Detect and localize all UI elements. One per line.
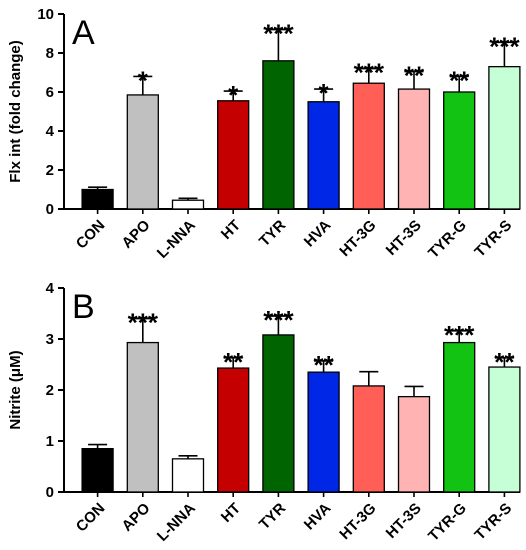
significance-marker: * [228,80,239,110]
bar-apo [126,94,159,210]
y-axis-title: Nitrite (μM) [7,350,24,429]
category-label: HT-3S [383,500,425,542]
category-label: HT [218,217,244,243]
bar-ht-3g [352,82,385,210]
significance-marker: *** [444,320,475,350]
category-label: HT-3G [336,217,379,260]
y-tick-label: 4 [46,280,55,297]
y-tick-label: 0 [46,201,54,218]
panel-label: B [72,288,95,326]
bar-l-nna [171,458,205,493]
significance-marker: *** [263,19,294,49]
significance-marker: *** [263,305,294,335]
panel-label: A [72,14,95,52]
bar-tyr [262,60,295,210]
significance-marker: *** [128,308,159,338]
bar-l-nna [171,199,205,210]
category-label: L-NNA [154,217,199,262]
significance-marker: ** [313,350,334,380]
bar-ht-3s [397,88,431,210]
category-label: TYR [256,500,289,533]
bar-tyr-g [443,341,476,493]
y-tick-label: 0 [46,484,54,501]
bar-tyr-g [443,91,476,210]
significance-marker: * [319,78,330,108]
y-tick-label: 3 [46,331,54,348]
bar-ht [217,367,250,493]
significance-marker: ** [449,65,470,95]
y-tick-label: 8 [46,45,54,62]
significance-marker: *** [489,31,520,61]
significance-marker: * [138,65,149,95]
bar-con [81,447,114,493]
category-label: APO [119,217,154,252]
y-axis-title: Flx int (fold change) [7,40,24,183]
bar-ht-3g [352,385,385,493]
category-label: HT [218,500,244,526]
significance-marker: *** [354,58,385,88]
category-label: TYR-G [425,217,470,262]
y-tick-label: 1 [46,433,54,450]
y-tick-label: 2 [46,382,54,399]
bar-con [81,188,114,210]
bar-ht-3s [397,395,431,493]
bar-apo [126,341,159,493]
category-label: CON [73,500,109,536]
panel-b-chart: B Nitrite (μM) 0 1 2 3 4 CON *** APO L-NNA ** HT *** T… [7,280,521,545]
category-label: HT-3S [383,217,425,259]
y-tick-label: 2 [46,162,54,179]
category-label: APO [119,500,154,535]
category-label: TYR-S [471,217,515,261]
bar-hva [307,371,340,493]
bar-hva [307,101,340,210]
category-label: TYR [256,217,289,250]
y-tick-label: 10 [37,6,54,23]
category-label: L-NNA [154,500,199,545]
bar-ht [217,100,250,210]
category-label: TYR-S [471,500,515,544]
significance-marker: ** [494,347,515,377]
bar-tyr [262,334,295,493]
y-tick-label: 4 [46,123,55,140]
panel-a-chart: A Flx int (fold change) 0 2 4 6 8 10 CON * APO L-NN… [7,6,521,262]
y-tick-label: 6 [46,84,54,101]
category-label: CON [73,217,109,253]
bar-tyr-s [488,66,521,210]
category-label: HVA [301,500,335,534]
significance-marker: ** [404,61,425,91]
significance-marker: ** [223,347,244,377]
bar-tyr-s [488,366,521,493]
category-label: HT-3G [336,500,379,543]
category-label: HVA [301,217,335,251]
category-label: TYR-G [425,500,470,545]
